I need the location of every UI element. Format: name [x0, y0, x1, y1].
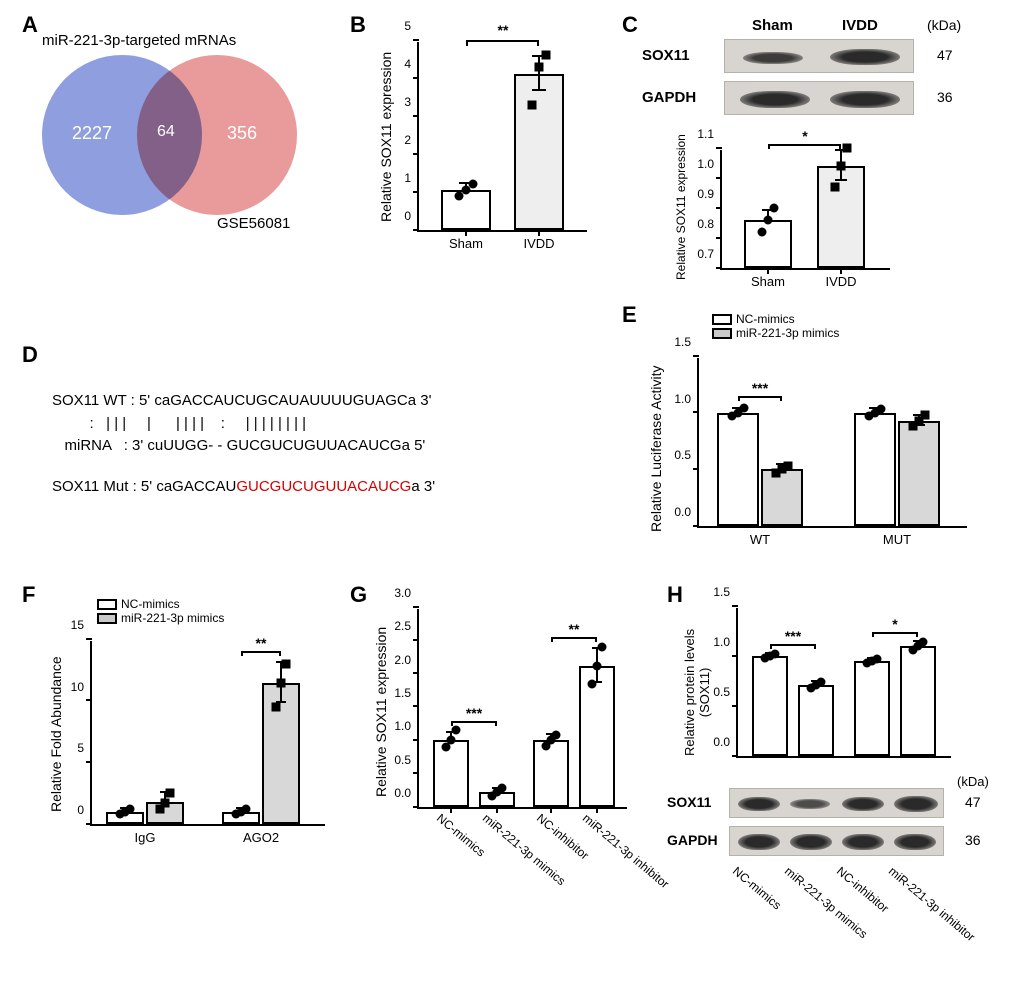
panel-b-sig: **: [498, 22, 509, 38]
venn-right-label: GSE56081: [217, 215, 290, 232]
panel-d-label: D: [22, 342, 38, 368]
panel-e-chart: NC-mimics miR-221-3p mimics Relative Luc…: [642, 312, 982, 562]
panel-h-chart: Relative protein levels(SOX11) 0.0 0.5 1…: [684, 594, 984, 794]
panel-b-label: B: [350, 12, 366, 38]
blot-col-ivdd: IVDD: [842, 17, 878, 34]
panel-g-chart: Relative SOX11 expression 0.0 0.5 1.0 1.…: [367, 597, 647, 957]
panel-e-label: E: [622, 302, 637, 328]
panel-c-chart: Relative SOX11 expression 0.7 0.8 0.9 1.…: [672, 132, 932, 292]
panel-g-ylabel: Relative SOX11 expression: [373, 627, 389, 797]
panel-c-ylabel: Relative SOX11 expression: [674, 134, 688, 280]
panel-g-label: G: [350, 582, 367, 608]
panel-h-label: H: [667, 582, 683, 608]
blot-row-sox11: SOX11: [642, 47, 690, 64]
panel-h-ylabel: Relative protein levels(SOX11): [682, 629, 712, 756]
blot-kda-header: (kDa): [927, 17, 961, 33]
panel-a-label: A: [22, 12, 38, 38]
panel-c-label: C: [622, 12, 638, 38]
xlabel-sham: Sham: [449, 236, 483, 251]
bar-sham: [441, 190, 491, 230]
figure: A miR-221-3p-targeted mRNAs 2227 64 356 …: [12, 12, 1008, 992]
panel-f-ylabel: Relative Fold Abundance: [48, 656, 64, 812]
panel-e-ylabel: Relative Luciferase Activity: [648, 365, 664, 532]
panel-f-label: F: [22, 582, 35, 608]
venn-right-count: 356: [227, 123, 257, 144]
panel-f-chart: NC-mimics miR-221-3p mimics Relative Fol…: [42, 597, 342, 857]
venn-diagram: miR-221-3p-targeted mRNAs 2227 64 356 GS…: [42, 32, 332, 262]
blot-box-gapdh: [724, 81, 914, 115]
panel-b-ylabel: Relative SOX11 expression: [378, 52, 394, 222]
venn-title: miR-221-3p-targeted mRNAs: [42, 32, 332, 49]
xlabel-ivdd: IVDD: [523, 236, 554, 251]
blot-box-sox11: [724, 39, 914, 73]
blot-col-sham: Sham: [752, 17, 793, 34]
venn-left-count: 2227: [72, 123, 112, 144]
venn-overlap-count: 64: [157, 123, 175, 141]
blot-row-gapdh: GAPDH: [642, 89, 696, 106]
panel-d-sequences: SOX11 WT : 5' caGACCAUCUGCAUAUUUUGUAGCa …: [52, 390, 512, 498]
bar-ivdd: [514, 74, 564, 230]
panel-b-chart: Relative SOX11 expression 0 1 2 3 4 5: [372, 22, 602, 262]
panel-b-plot: 0 1 2 3 4 5 **: [417, 42, 587, 232]
